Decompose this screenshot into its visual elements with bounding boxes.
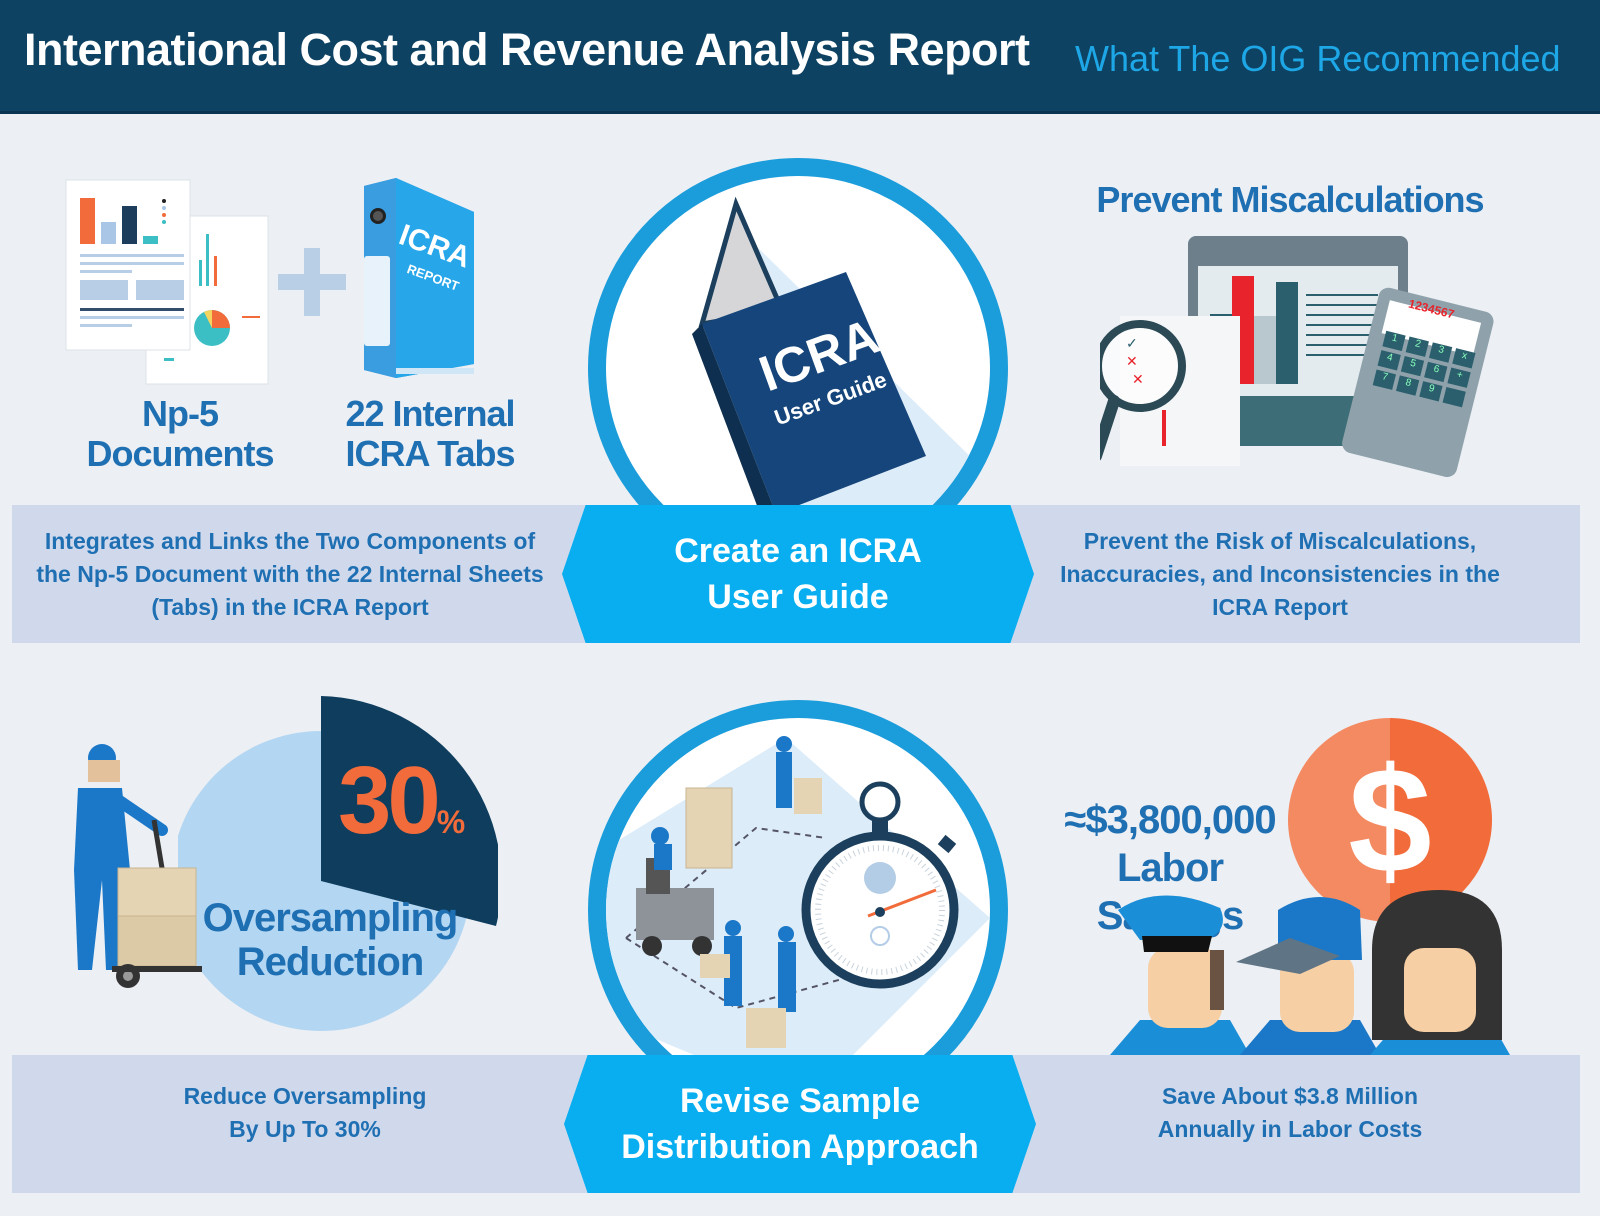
oversampling-pie-chart: 30% bbox=[178, 696, 498, 1036]
svg-text:✕: ✕ bbox=[1132, 371, 1144, 387]
miscalculation-description: Prevent the Risk of Miscalculations, Ina… bbox=[1060, 528, 1500, 620]
revise-sample-distribution-recommendation: Revise Sample Distribution Approach bbox=[564, 1055, 1036, 1193]
page-subtitle: What The OIG Recommended bbox=[1075, 38, 1561, 79]
calc-key: 3 bbox=[1428, 342, 1453, 363]
create-user-guide-recommendation: Create an ICRA User Guide bbox=[562, 505, 1034, 643]
miscalculation-illustration: ✓ ✕ ✕ 1234567 1 2 3 x 4 5 6 + 7 8 9 bbox=[1100, 236, 1520, 486]
np5-integration-description: Integrates and Links the Two Components … bbox=[36, 528, 544, 620]
calc-key: 2 bbox=[1405, 336, 1429, 357]
icra-tabs-label: 22 Internal ICRA Tabs bbox=[345, 393, 515, 474]
calc-key: x bbox=[1452, 348, 1476, 369]
oversampling-reduction-label: Oversampling Reduction bbox=[202, 896, 459, 984]
worker-with-handtruck-icon bbox=[58, 740, 218, 1010]
calc-key: 1 bbox=[1382, 330, 1406, 352]
dollar-coin-icon: $ bbox=[1288, 718, 1492, 922]
prevent-miscalculations-heading: Prevent Miscalculations bbox=[1096, 179, 1484, 220]
calc-key: 5 bbox=[1400, 355, 1425, 377]
oversampling-description: Reduce Oversampling By Up To 30% bbox=[183, 1083, 427, 1142]
header-bar: International Cost and Revenue Analysis … bbox=[0, 0, 1600, 114]
sample-distribution-circle bbox=[588, 700, 1008, 1120]
svg-text:✓: ✓ bbox=[1126, 335, 1138, 351]
plus-icon bbox=[278, 248, 346, 316]
calc-key: 4 bbox=[1377, 350, 1401, 371]
labor-savings-description: Save About $3.8 Million Annually in Labo… bbox=[1157, 1083, 1423, 1142]
icra-report-binder-icon: ICRA REPORT bbox=[356, 178, 484, 378]
calc-key: 6 bbox=[1424, 361, 1448, 383]
workers-group-icon bbox=[1110, 890, 1530, 1055]
percent-value: 30% bbox=[338, 747, 466, 854]
np5-documents-label: Np-5 Documents bbox=[86, 393, 274, 474]
document-pages-icon bbox=[65, 179, 269, 385]
np5-documents-illustration bbox=[64, 178, 274, 388]
svg-text:✕: ✕ bbox=[1126, 353, 1138, 369]
calc-key: + bbox=[1447, 367, 1471, 388]
page-title: International Cost and Revenue Analysis … bbox=[24, 24, 1030, 75]
